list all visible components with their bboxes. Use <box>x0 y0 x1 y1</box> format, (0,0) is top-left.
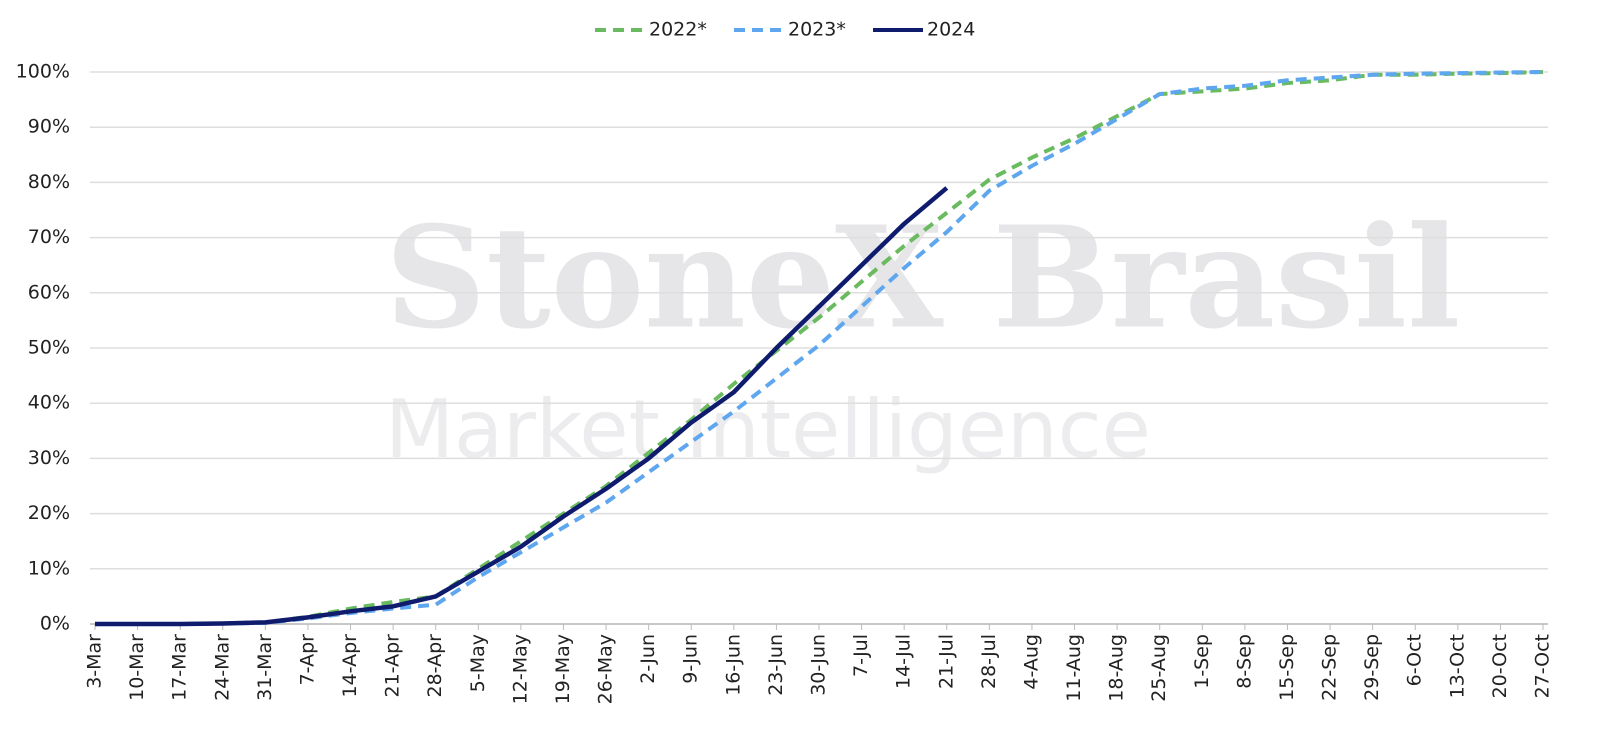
y-tick-label: 100% <box>16 61 70 83</box>
x-tick-label: 14-Apr <box>339 634 361 698</box>
y-tick-label: 10% <box>28 557 70 579</box>
y-tick-label: 90% <box>28 116 70 138</box>
x-tick-label: 4-Aug <box>1020 634 1042 690</box>
x-tick-label: 27-Oct <box>1532 634 1554 698</box>
watermark: StoneX Brasil <box>385 197 1460 361</box>
y-tick-label: 70% <box>28 226 70 248</box>
x-tick-label: 29-Sep <box>1361 634 1383 701</box>
x-tick-label: 17-Mar <box>169 634 191 701</box>
x-tick-label: 6-Oct <box>1404 634 1426 686</box>
legend-label: 2022* <box>649 19 707 41</box>
x-tick-label: 22-Sep <box>1319 634 1341 701</box>
x-tick-label: 31-Mar <box>254 634 276 701</box>
x-tick-label: 24-Mar <box>211 634 233 701</box>
x-tick-label: 28-Jul <box>978 634 1000 689</box>
x-tick-label: 30-Jun <box>808 634 830 696</box>
x-tick-label: 21-Apr <box>382 634 404 698</box>
x-tick-label: 28-Apr <box>424 634 446 698</box>
y-tick-label: 30% <box>28 447 70 469</box>
y-tick-label: 40% <box>28 392 70 414</box>
x-tick-label: 13-Oct <box>1446 634 1468 698</box>
x-tick-label: 18-Aug <box>1106 634 1128 702</box>
x-tick-label: 14-Jul <box>893 634 915 689</box>
y-tick-label: 0% <box>40 613 70 635</box>
legend-label: 2023* <box>788 19 846 41</box>
x-tick-label: 25-Aug <box>1148 634 1170 702</box>
x-tick-label: 23-Jun <box>765 634 787 696</box>
x-tick-label: 1-Sep <box>1191 634 1213 689</box>
x-tick-label: 15-Sep <box>1276 634 1298 701</box>
y-tick-label: 60% <box>28 281 70 303</box>
x-tick-label: 12-May <box>509 634 531 704</box>
x-tick-label: 21-Jul <box>935 634 957 689</box>
series-line <box>95 186 949 627</box>
x-tick-label: 2-Jun <box>637 634 659 684</box>
x-tick-label: 19-May <box>552 634 574 704</box>
x-tick-label: 9-Jun <box>680 634 702 684</box>
x-tick-label: 10-Mar <box>126 634 148 701</box>
y-tick-label: 20% <box>28 502 70 524</box>
x-tick-label: 20-Oct <box>1489 634 1511 698</box>
x-tick-label: 16-Jun <box>722 634 744 696</box>
x-tick-label: 5-May <box>467 634 489 692</box>
y-tick-label: 50% <box>28 337 70 359</box>
x-tick-label: 7-Jul <box>850 634 872 677</box>
y-tick-label: 80% <box>28 171 70 193</box>
x-tick-label: 11-Aug <box>1063 634 1085 702</box>
x-tick-label: 8-Sep <box>1233 634 1255 689</box>
x-tick-label: 26-May <box>595 634 617 704</box>
watermark: Market Intelligence <box>385 383 1151 476</box>
legend-label: 2024 <box>927 19 975 41</box>
x-tick-label: 3-Mar <box>84 634 106 689</box>
x-tick-label: 7-Apr <box>296 634 318 686</box>
